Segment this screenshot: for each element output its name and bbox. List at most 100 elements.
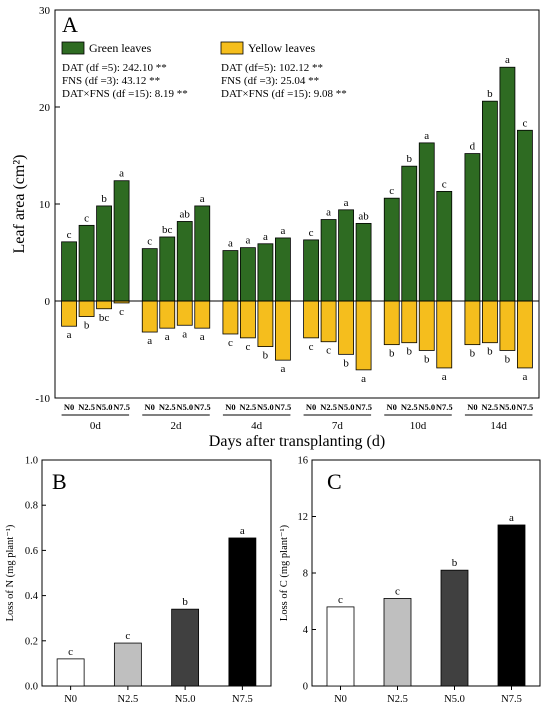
treatment-label: N2.5 — [401, 402, 418, 412]
yellow-bar — [499, 300, 516, 351]
yellow-bar-letter: a — [361, 373, 366, 385]
panel-c-ylabel: Loss of C (mg plant⁻¹) — [279, 524, 290, 621]
green-bar-letter: a — [505, 54, 510, 66]
green-bar-letter: b — [101, 193, 107, 205]
treatment-label: N2.5 — [482, 402, 499, 412]
green-bar — [96, 205, 112, 302]
treatment-label: N5.0 — [499, 402, 516, 412]
bar — [383, 598, 412, 687]
bar — [56, 658, 85, 687]
green-bar-letter: c — [389, 185, 394, 197]
panel-b-plot: 0.0 0.2 0.4 0.6 0.8 1.0 c N0 c N2.5 b N5.0 a N7.5 — [25, 456, 257, 705]
legend-green-label: Green leaves — [89, 41, 152, 55]
bar — [326, 606, 355, 687]
yellow-bar — [517, 300, 533, 369]
y-tick-label: 0.6 — [25, 546, 38, 557]
group-label: 2d — [171, 420, 183, 432]
yellow-bar — [418, 300, 435, 351]
green-bar — [141, 248, 158, 302]
green-bar-letter: bc — [162, 224, 173, 236]
panel-a-bars: cacbbbcaccabcaabaaaacacabaaccacababacbbb… — [61, 54, 533, 385]
bar — [228, 537, 257, 687]
yellow-bar-letter: a — [200, 331, 205, 343]
yellow-bar-letter: b — [407, 346, 413, 358]
y-tick-label: 0 — [303, 682, 308, 693]
treatment-label: N7.5 — [275, 402, 292, 412]
x-tick-label: N2.5 — [118, 694, 139, 705]
bar-letter: a — [240, 525, 245, 537]
y-tick-label: 0 — [45, 296, 51, 308]
bar — [113, 642, 142, 687]
yellow-bar-letter: c — [119, 306, 124, 318]
bar-letter: c — [395, 585, 400, 597]
green-bar — [61, 241, 77, 302]
y-tick-label: 0.2 — [25, 636, 38, 647]
yellow-bar-letter: a — [147, 335, 152, 347]
yellow-bar — [275, 300, 291, 361]
green-bar-letter: a — [424, 130, 429, 142]
yellow-bar-letter: bc — [99, 312, 110, 324]
green-bar-letter: ab — [180, 208, 191, 220]
green-bar-letter: a — [326, 207, 331, 219]
bar-letter: c — [68, 646, 73, 658]
yellow-bar — [383, 300, 400, 346]
stat-green-dat: DAT (df =5): 242.10 ** — [62, 62, 167, 74]
yellow-bar — [61, 300, 77, 327]
x-tick-label: N5.0 — [175, 694, 196, 705]
panel-b-ylabel: Loss of N (mg plant⁻¹) — [5, 524, 16, 621]
green-bar-letter: c — [147, 236, 152, 248]
y-tick-label: 10 — [39, 199, 51, 211]
bar-letter: b — [182, 596, 188, 608]
green-bar — [257, 243, 274, 302]
yellow-bar-letter: b — [389, 348, 395, 360]
yellow-bar-letter: b — [84, 320, 90, 332]
green-bar-letter: a — [263, 231, 268, 243]
stat-green-fns: FNS (df =3): 43.12 ** — [62, 75, 160, 87]
yellow-bar-letter: a — [165, 331, 170, 343]
panel-c: C 0 4 8 12 16 c N0 c N2.5 b N5.0 a N7.5 Loss of C (m… — [279, 456, 541, 705]
treatment-label: N0 — [387, 402, 397, 412]
green-bar — [355, 222, 372, 302]
y-tick-label: 4 — [303, 625, 309, 636]
yellow-bar-letter: a — [182, 328, 187, 340]
y-tick-label: 30 — [39, 5, 51, 17]
green-bar — [159, 236, 176, 302]
yellow-bar-letter: c — [326, 345, 331, 357]
green-bar — [418, 142, 435, 302]
green-bar — [320, 219, 337, 302]
yellow-bar — [482, 300, 498, 344]
green-bar-letter: a — [245, 235, 250, 247]
treatment-label: N7.5 — [113, 402, 130, 412]
treatment-label: N2.5 — [78, 402, 95, 412]
yellow-bar — [320, 300, 337, 343]
y-tick-label: 8 — [303, 569, 308, 580]
green-bar-letter: c — [522, 117, 527, 129]
yellow-bar — [96, 300, 112, 310]
yellow-bar — [355, 300, 372, 371]
group-label: 7d — [332, 420, 344, 432]
y-tick-label: 1.0 — [25, 456, 38, 467]
y-tick-label: 20 — [39, 102, 51, 114]
panel-a-xlabel: Days after transplanting (d) — [209, 433, 385, 450]
yellow-bar-letter: a — [280, 363, 285, 375]
green-bar — [401, 165, 418, 302]
treatment-label: N5.0 — [418, 402, 435, 412]
yellow-bar-letter: a — [442, 371, 447, 383]
x-tick-label: N2.5 — [387, 694, 408, 705]
green-bar-letter: b — [407, 153, 413, 165]
yellow-bar-letter: c — [228, 337, 233, 349]
yellow-bar — [222, 300, 239, 335]
bar-letter: c — [125, 630, 130, 642]
green-bar — [517, 129, 533, 302]
panel-b-letter: B — [52, 469, 67, 494]
green-bar — [383, 197, 400, 302]
yellow-bar — [240, 300, 256, 339]
x-tick-label: N0 — [334, 694, 347, 705]
x-tick-label: N5.0 — [444, 694, 465, 705]
yellow-bar — [159, 300, 176, 329]
yellow-bar — [464, 300, 481, 346]
green-bar — [78, 224, 95, 302]
legend-yellow-label: Yellow leaves — [248, 41, 315, 55]
green-bar — [176, 221, 193, 302]
yellow-bar — [401, 300, 418, 344]
